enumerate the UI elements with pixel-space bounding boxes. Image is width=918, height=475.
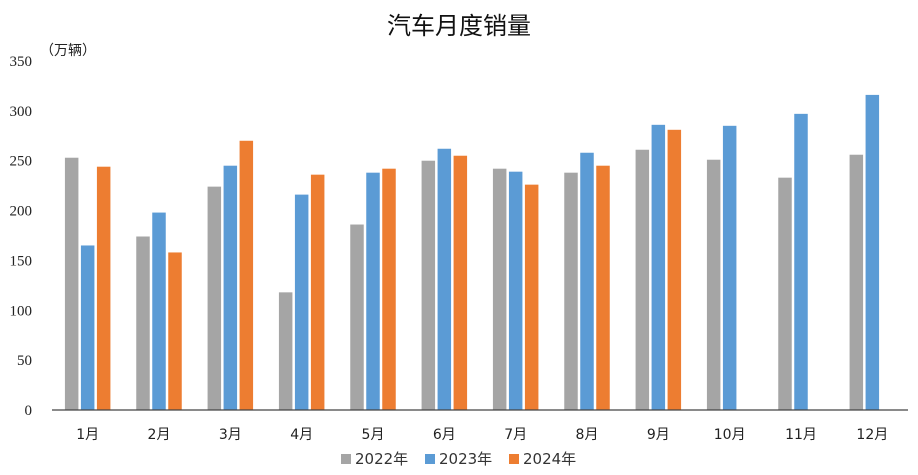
bar-2-11 bbox=[794, 113, 808, 410]
legend: 2022年 2023年 2024年 bbox=[341, 450, 576, 468]
bar-1-3 bbox=[207, 186, 222, 410]
bar-1-10 bbox=[706, 159, 721, 410]
x-tick-label: 10月 bbox=[714, 427, 746, 443]
legend-swatch bbox=[425, 454, 435, 464]
bar-1-11 bbox=[778, 177, 792, 410]
bar-3-8 bbox=[596, 165, 610, 410]
y-tick-label: 100 bbox=[10, 303, 33, 319]
x-tick-label: 4月 bbox=[290, 427, 313, 443]
chart-title: 汽车月度销量 bbox=[387, 12, 531, 40]
bar-2-4 bbox=[294, 194, 309, 410]
legend-swatch bbox=[509, 454, 519, 464]
bar-2-8 bbox=[580, 152, 594, 411]
y-tick-label: 250 bbox=[10, 154, 33, 170]
x-tick-label: 11月 bbox=[785, 427, 817, 443]
legend-label: 2024年 bbox=[523, 450, 576, 468]
x-tick-label: 6月 bbox=[433, 427, 456, 443]
x-tick-label: 3月 bbox=[219, 427, 242, 443]
bar-2-3 bbox=[223, 165, 238, 410]
legend-swatch bbox=[341, 454, 351, 464]
bar-1-12 bbox=[849, 154, 864, 410]
y-tick-label: 150 bbox=[10, 253, 33, 269]
y-axis-ticks: 0 50 100 150 200 250 300 350 bbox=[10, 54, 33, 419]
x-tick-label: 12月 bbox=[856, 427, 888, 443]
bar-3-3 bbox=[239, 140, 254, 410]
bar-3-6 bbox=[453, 155, 468, 410]
x-tick-label: 9月 bbox=[647, 427, 670, 443]
x-tick-label: 8月 bbox=[576, 427, 599, 443]
bar-2-6 bbox=[437, 148, 452, 410]
y-tick-label: 350 bbox=[10, 54, 33, 70]
bar-2-2 bbox=[152, 212, 166, 410]
y-tick-label: 300 bbox=[10, 104, 33, 120]
x-tick-label: 1月 bbox=[76, 427, 99, 443]
bar-2-1 bbox=[80, 245, 95, 410]
x-axis-labels: 1月 2月 3月 4月 5月 6月 7月 8月 9月 10月 11月 12月 bbox=[76, 427, 888, 443]
x-tick-label: 2月 bbox=[148, 427, 171, 443]
bar-1-5 bbox=[350, 224, 364, 410]
bar-3-5 bbox=[382, 168, 396, 410]
bar-1-6 bbox=[421, 160, 436, 410]
bar-2-5 bbox=[366, 172, 380, 410]
y-tick-label: 200 bbox=[10, 204, 33, 220]
x-tick-label: 7月 bbox=[504, 427, 527, 443]
bar-1-2 bbox=[136, 236, 150, 410]
bar-3-4 bbox=[310, 174, 325, 410]
bars-group bbox=[64, 94, 880, 411]
y-axis-unit-label: （万辆） bbox=[40, 43, 96, 59]
bar-1-1 bbox=[64, 157, 79, 410]
legend-label: 2023年 bbox=[439, 450, 492, 468]
bar-2-7 bbox=[508, 171, 523, 410]
bar-1-7 bbox=[492, 168, 507, 410]
y-tick-label: 0 bbox=[25, 403, 33, 419]
bar-1-8 bbox=[564, 172, 578, 410]
bar-3-9 bbox=[667, 129, 682, 411]
legend-label: 2022年 bbox=[355, 450, 408, 468]
bar-3-1 bbox=[96, 166, 111, 410]
x-tick-label: 5月 bbox=[362, 427, 385, 443]
bar-2-10 bbox=[722, 125, 737, 410]
bar-3-7 bbox=[524, 184, 539, 410]
bar-2-9 bbox=[651, 124, 666, 410]
y-tick-label: 50 bbox=[17, 353, 32, 369]
bar-1-9 bbox=[635, 149, 650, 410]
bar-1-4 bbox=[278, 292, 293, 410]
bar-3-2 bbox=[168, 252, 182, 410]
bar-2-12 bbox=[865, 94, 880, 411]
